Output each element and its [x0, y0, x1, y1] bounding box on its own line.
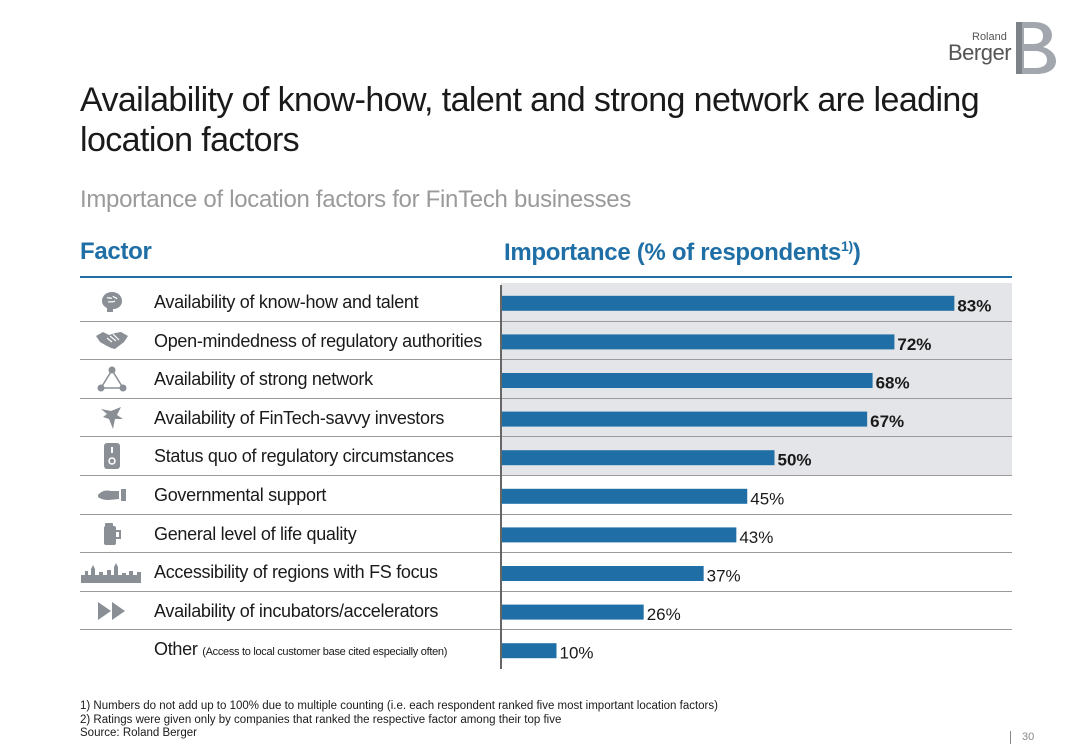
- bar-value-label-2: 72%: [897, 335, 931, 354]
- factor-label: Availability of FinTech-savvy investors: [154, 407, 445, 428]
- bar-value-label-6: 45%: [750, 489, 784, 508]
- importance-column-header: Importance (% of respondents1)): [504, 238, 861, 267]
- table-row: Governmental support: [80, 476, 1012, 515]
- bar-8: [502, 566, 704, 581]
- header-rule: [80, 276, 1012, 278]
- handshake-icon: [80, 326, 144, 356]
- factor-column-header: Factor: [80, 238, 152, 265]
- skyline-icon: [80, 557, 144, 587]
- bar-4: [502, 411, 868, 427]
- factor-label-text: Other: [154, 639, 198, 660]
- bar-9: [502, 604, 644, 620]
- chart-axis-line: [500, 285, 502, 669]
- bar-3: [502, 373, 873, 388]
- bar-value-label-1: 83%: [957, 296, 991, 315]
- factor-label-note: (Access to local customer base cited esp…: [202, 646, 448, 659]
- factor-label: Governmental support: [154, 484, 327, 505]
- footnotes: 1) Numbers do not add up to 100% due to …: [80, 700, 718, 741]
- bar-value-label-8: 37%: [707, 567, 741, 586]
- fast-forward-icon: [80, 596, 144, 626]
- bar-6: [502, 488, 748, 504]
- bar-5: [502, 450, 775, 466]
- footnote-2: 2) Ratings were given only by companies …: [80, 713, 562, 726]
- mug-icon: [80, 519, 144, 549]
- investor-icon: [80, 403, 144, 433]
- page-subtitle: Importance of location factors for FinTe…: [80, 186, 632, 213]
- bar-value-label-5: 50%: [778, 451, 812, 470]
- factor-label: General level of life quality: [154, 523, 357, 544]
- table-row: Accessibility of regions with FS focus: [80, 553, 1012, 592]
- logo-big-text: Berger: [948, 40, 1012, 65]
- page-title: Availability of know-how, talent and str…: [80, 81, 980, 159]
- table-row: General level of life quality: [80, 515, 1012, 554]
- bar-2: [502, 334, 895, 350]
- bar-value-label-10: 10%: [560, 644, 594, 663]
- switch-icon: [80, 441, 144, 471]
- bar-10: [502, 643, 557, 659]
- bar-1: [502, 295, 955, 311]
- bar-7: [502, 527, 737, 543]
- table-row: Availability of incubators/accelerators: [80, 592, 1012, 631]
- logo-b-mark-icon: [1016, 22, 1056, 74]
- factor-label: Availability of strong network: [154, 369, 373, 390]
- factor-label: Availability of incubators/accelerators: [154, 600, 439, 621]
- footnote-1: 1) Numbers do not add up to 100% due to …: [80, 700, 718, 712]
- importance-header-close: ): [852, 239, 861, 266]
- source-note: Source: Roland Berger: [80, 727, 197, 739]
- bar-value-label-3: 68%: [876, 374, 910, 393]
- factor-label: Open-mindedness of regulatory authoritie…: [154, 330, 482, 351]
- importance-header-text: Importance (% of respondents: [504, 239, 841, 266]
- page-number-separator: [1010, 731, 1011, 744]
- factor-label: Availability of know-how and talent: [154, 292, 419, 312]
- factor-label: Status quo of regulatory circumstances: [154, 446, 454, 467]
- importance-header-footnote: 1): [840, 238, 853, 254]
- factor-label: Accessibility of regions with FS focus: [154, 562, 438, 583]
- hand-icon: [80, 480, 144, 510]
- page-number: 30: [1022, 731, 1035, 743]
- table-row: Other (Access to local customer base cit…: [80, 630, 1012, 669]
- bar-value-label-4: 67%: [870, 412, 904, 431]
- network-icon: [80, 364, 144, 394]
- bar-value-label-7: 43%: [739, 528, 773, 547]
- brain-icon: [80, 287, 144, 317]
- roland-berger-logo: Roland Berger: [940, 18, 1060, 76]
- factor-label: Other (Access to local customer base cit…: [154, 630, 447, 668]
- bar-value-label-9: 26%: [647, 605, 681, 624]
- logo-small-text: Roland: [972, 31, 1007, 43]
